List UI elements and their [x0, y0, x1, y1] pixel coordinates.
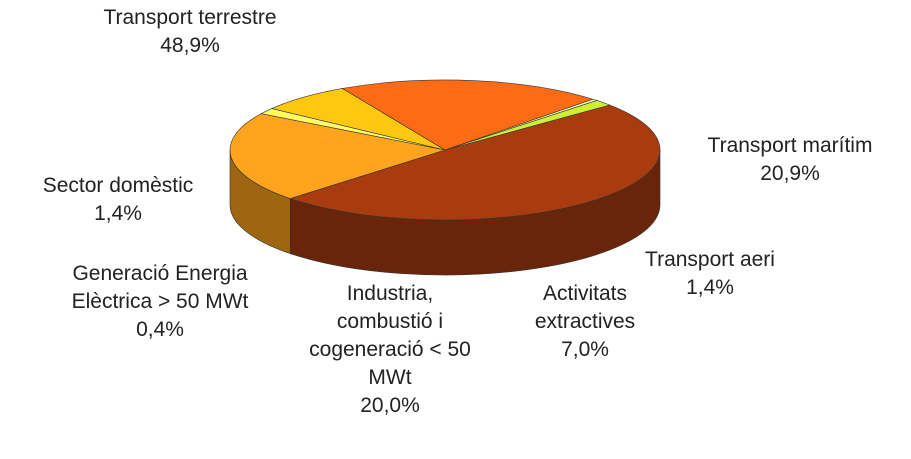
label-line: Transport aeri	[645, 248, 775, 271]
label-line: Activitats	[543, 282, 627, 305]
label-line: Sector domèstic	[43, 174, 194, 197]
label-line: Transport marítim	[708, 134, 873, 157]
category-label: Sector domèstic	[43, 174, 194, 197]
label-line: combustió i	[337, 310, 443, 333]
value-label: 20,9%	[760, 162, 820, 185]
category-label: Transport aeri	[645, 248, 775, 271]
value-label: 20,0%	[360, 394, 420, 417]
slice	[229, 113, 446, 199]
label-line: Transport terrestre	[103, 6, 276, 29]
label-line: extractives	[535, 310, 635, 333]
label-line: Elèctrica > 50 MWt	[72, 290, 249, 313]
value-label: 1,4%	[94, 202, 142, 225]
label-line: Industria,	[347, 282, 433, 305]
category-label: Activitats extractives	[535, 282, 635, 333]
value-label: 48,9%	[160, 34, 220, 57]
category-label: Transport marítim	[708, 134, 873, 157]
slice	[444, 100, 611, 151]
value-label: 0,4%	[136, 318, 184, 341]
label-line: cogeneració < 50	[309, 338, 471, 361]
label-line: MWt	[368, 366, 411, 389]
slice	[341, 79, 595, 151]
value-label: 1,4%	[686, 276, 734, 299]
label-line: Generació Energia	[72, 262, 247, 285]
slice	[289, 104, 661, 221]
category-label: Transport terrestre	[103, 6, 276, 29]
value-label: 7,0%	[561, 338, 609, 361]
category-label: Generació Energia Elèctrica > 50 MWt	[72, 262, 249, 313]
category-label: Industria, combustió i cogeneració < 50 MWt	[309, 282, 471, 389]
